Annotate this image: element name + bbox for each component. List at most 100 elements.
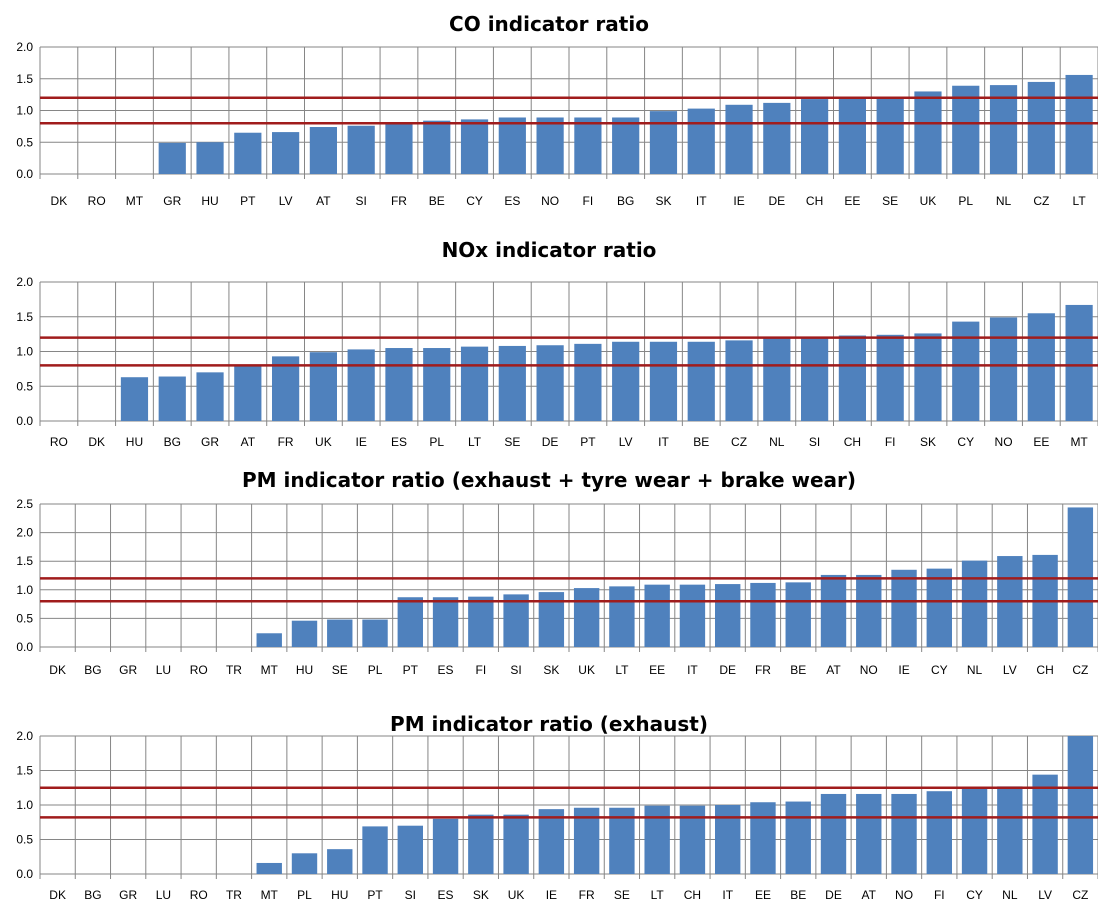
x-tick-label: MT [126, 194, 144, 208]
bar-ES [498, 117, 526, 174]
y-tick-label: 2.0 [16, 275, 33, 289]
chart-panel-pm-exhaust: PM indicator ratio (exhaust) 0.0 0.5 1.0 1.… [0, 684, 1098, 904]
x-tick-label: FR [579, 888, 595, 902]
bar-SI [801, 337, 829, 421]
x-tick-label: DE [542, 435, 559, 449]
bar-CZ [1067, 736, 1094, 874]
x-tick-label: SI [405, 888, 416, 902]
bar-HU [120, 377, 149, 421]
bar-NO [989, 317, 1018, 421]
bar-NO [856, 574, 882, 647]
bar-DE [715, 584, 741, 647]
y-tick-label: 1.0 [16, 798, 33, 812]
x-tick-label: TR [226, 888, 242, 902]
x-tick-label: IT [687, 663, 698, 677]
x-tick-label: RO [88, 194, 106, 208]
y-tick-label: 1.5 [16, 72, 33, 86]
x-tick-label: FR [391, 194, 407, 208]
bar-IT [715, 805, 741, 874]
x-tick-label: BG [84, 663, 101, 677]
x-tick-label: SE [504, 435, 520, 449]
x-tick-label: EE [649, 663, 665, 677]
bar-CZ [725, 340, 753, 421]
x-tick-label: SE [332, 663, 348, 677]
x-tick-label: NL [996, 194, 1012, 208]
bar-PL [423, 348, 451, 421]
bar-GR [196, 372, 224, 421]
y-tick-label: 2.0 [16, 40, 33, 54]
x-tick-label: FI [475, 663, 486, 677]
x-tick-label: CY [931, 663, 948, 677]
x-tick-label: BE [693, 435, 709, 449]
x-tick-label: RO [190, 888, 208, 902]
bar-CY [926, 568, 952, 647]
x-tick-label: PL [297, 888, 312, 902]
bar-IT [687, 108, 715, 174]
y-tick-label: 0.0 [16, 414, 33, 428]
bar-DE [763, 102, 791, 174]
bar-BE [687, 341, 715, 421]
bar-EE [644, 584, 670, 647]
bar-BE [785, 582, 811, 647]
x-tick-label: UK [315, 435, 332, 449]
bar-NO [891, 793, 917, 874]
x-tick-label: PT [240, 194, 256, 208]
x-tick-label: SE [882, 194, 898, 208]
x-tick-label: AT [862, 888, 877, 902]
x-tick-label: DE [768, 194, 785, 208]
bar-EE [838, 97, 866, 174]
y-tick-label: 1.0 [16, 104, 33, 118]
bar-AT [234, 365, 262, 421]
x-tick-label: CZ [731, 435, 747, 449]
x-tick-label: LV [1038, 888, 1052, 902]
x-tick-label: SE [614, 888, 630, 902]
bar-MT [1065, 304, 1093, 421]
x-tick-label: CH [844, 435, 861, 449]
x-tick-label: NO [541, 194, 559, 208]
x-tick-label: BE [790, 888, 806, 902]
bar-LV [272, 132, 300, 174]
y-tick-label: 1.5 [16, 554, 33, 568]
x-tick-label: MT [261, 888, 279, 902]
x-tick-label: BE [429, 194, 445, 208]
bar-SI [347, 125, 375, 174]
x-tick-label: RO [190, 663, 208, 677]
chart-pm-exhaust: 0.0 0.5 1.0 1.5 2.0 DK BG GR LU RO TR MT PL HU PT SI ES S… [16, 729, 1098, 902]
bar-FI [468, 596, 494, 647]
bar-NL [997, 786, 1023, 874]
x-tick-label: FI [885, 435, 896, 449]
x-tick-label: DK [49, 888, 66, 902]
chart-pm-total: 0.0 0.5 1.0 1.5 2.0 2.5 DK BG GR LU RO TR MT HU SE PL PT… [16, 497, 1098, 677]
bar-UK [573, 588, 600, 647]
x-tick-label: CH [684, 888, 701, 902]
x-tick-label: EE [755, 888, 771, 902]
bar-PT [362, 826, 388, 874]
bar-SI [397, 825, 423, 874]
bar-IE [347, 349, 375, 421]
x-tick-label: UK [920, 194, 937, 208]
x-tick-label: CH [806, 194, 823, 208]
x-tick-label: CZ [1072, 663, 1088, 677]
x-tick-label: DK [51, 194, 68, 208]
x-tick-label: EE [844, 194, 860, 208]
chart-title: PM indicator ratio (exhaust + tyre wear … [241, 468, 857, 492]
x-tick-label: PT [580, 435, 596, 449]
x-tick-label: MT [1070, 435, 1088, 449]
bar-LT [1065, 74, 1093, 174]
x-tick-label: SK [543, 663, 559, 677]
chart-panel-nox: NOx indicator ratio 0.0 0.5 1.0 1.5 2.0 RO DK H… [0, 222, 1098, 452]
bar-MT [256, 633, 282, 647]
x-tick-label: LU [156, 888, 171, 902]
x-tick-label: CY [966, 888, 983, 902]
y-tick-label: 1.5 [16, 310, 33, 324]
x-tick-label: LV [279, 194, 293, 208]
chart-title: CO indicator ratio [449, 12, 649, 36]
bar-PL [291, 853, 318, 874]
x-tick-label: IT [658, 435, 669, 449]
bar-EE [1027, 313, 1055, 421]
x-tick-label: FR [755, 663, 771, 677]
x-tick-label: UK [508, 888, 525, 902]
bar-CZ [1027, 81, 1055, 174]
x-tick-label: LV [1003, 663, 1017, 677]
x-tick-label: FI [934, 888, 945, 902]
